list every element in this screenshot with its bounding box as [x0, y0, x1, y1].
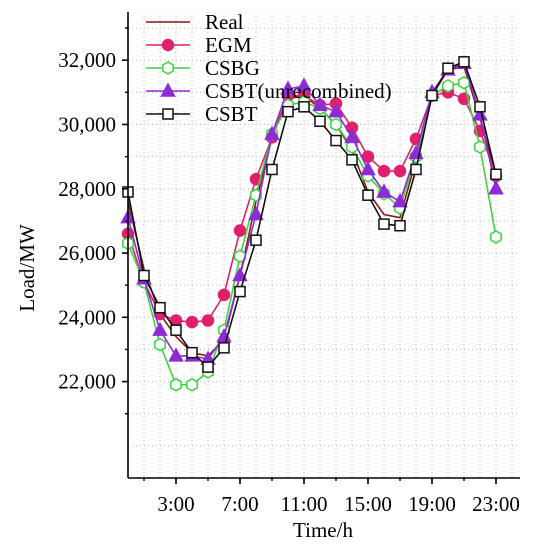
legend-entry-csbg: CSBG	[146, 56, 260, 80]
series-csbg	[122, 75, 502, 392]
legend-label-egm: EGM	[205, 33, 252, 57]
legend-label-csbg: CSBG	[205, 56, 260, 80]
data-point-csbt-unrecombined	[344, 128, 360, 144]
data-point-egm	[217, 288, 231, 302]
data-point-csbg	[170, 377, 182, 392]
data-point-csbg	[458, 75, 470, 90]
y-tick-label: 22,000	[58, 370, 116, 394]
data-point-csbt-unrecombined	[360, 160, 376, 176]
data-point-csbt-unrecombined	[392, 193, 408, 208]
data-point-egm	[393, 164, 407, 178]
data-point-csbg	[442, 79, 454, 93]
data-point-csbt-unrecombined	[264, 125, 280, 140]
legend-marker-csbt-unrecombined	[160, 82, 176, 97]
data-point-csbt	[330, 134, 342, 147]
data-point-csbt	[298, 101, 310, 113]
data-point-csbt	[362, 189, 374, 201]
data-point-csbt	[458, 56, 470, 68]
data-point-csbg	[186, 377, 198, 392]
data-point-csbt	[314, 115, 326, 128]
y-tick-label: 24,000	[58, 305, 116, 329]
legend-label-csbt-unrecombined: CSBT(unrecombined)	[205, 79, 392, 103]
x-tick-label: 15:00	[344, 492, 392, 516]
data-point-csbt-unrecombined	[472, 106, 488, 121]
x-tick-label: 19:00	[408, 492, 456, 516]
data-point-csbt	[138, 269, 150, 282]
data-point-csbt	[186, 346, 198, 359]
series-line-real	[127, 65, 497, 357]
chart-series-layer	[120, 54, 504, 392]
legend-marker-csbg	[162, 61, 174, 75]
data-point-csbt	[378, 218, 390, 230]
data-point-egm	[377, 164, 391, 178]
legend-entry-real: Real	[146, 10, 244, 34]
data-point-csbt-unrecombined	[168, 347, 184, 362]
data-point-csbt	[154, 301, 166, 314]
y-tick-label: 26,000	[58, 241, 116, 265]
data-point-csbt-unrecombined	[328, 103, 344, 118]
legend-marker-egm	[161, 38, 175, 52]
legend-entry-egm: EGM	[146, 33, 252, 57]
legend-label-csbt: CSBT	[205, 102, 258, 126]
data-point-csbt	[218, 342, 230, 354]
data-point-egm	[201, 314, 215, 327]
data-point-csbt	[474, 101, 486, 113]
legend-label-real: Real	[205, 10, 244, 34]
x-tick-label: 3:00	[157, 492, 194, 516]
x-tick-label: 11:00	[280, 492, 327, 516]
series-real	[127, 65, 497, 357]
x-axis-title: Time/h	[293, 518, 353, 542]
data-point-csbt	[266, 163, 278, 176]
legend-entry-csbt-unrecombined: CSBT(unrecombined)	[146, 79, 392, 103]
y-tick-label: 28,000	[58, 177, 116, 201]
data-point-csbg	[330, 117, 342, 132]
data-point-csbt	[250, 234, 262, 246]
data-point-csbt	[394, 219, 406, 232]
x-tick-label: 7:00	[221, 492, 258, 516]
y-tick-label: 32,000	[58, 48, 116, 72]
data-point-csbt	[426, 89, 438, 102]
data-point-csbt	[346, 154, 358, 166]
data-point-csbt-unrecombined	[152, 321, 168, 336]
legend-marker-csbt	[162, 108, 174, 120]
data-point-csbt-unrecombined	[488, 180, 504, 195]
data-point-csbt	[234, 285, 246, 298]
data-point-csbt-unrecombined	[296, 77, 312, 92]
data-point-csbt	[282, 105, 294, 118]
data-point-csbt-unrecombined	[280, 80, 296, 95]
data-point-csbg	[154, 337, 166, 352]
data-point-csbt	[170, 324, 182, 336]
data-point-egm	[185, 315, 199, 329]
series-line-egm	[127, 91, 497, 323]
data-point-csbt	[202, 361, 214, 373]
series-csbt	[122, 56, 502, 373]
series-line-csbt-unrecombined	[127, 62, 497, 360]
data-point-csbt-unrecombined	[248, 205, 264, 221]
data-point-csbt	[442, 62, 454, 74]
x-tick-label: 23:00	[472, 492, 520, 516]
data-point-csbt-unrecombined	[232, 266, 248, 282]
chart-tick-labels: 22,000 24,000 26,000 28,000 30,000 32,000 3:00…	[58, 48, 520, 516]
chart-axes	[122, 12, 520, 484]
data-point-csbt-unrecombined	[312, 96, 328, 111]
data-point-csbg	[474, 140, 486, 154]
data-point-csbg	[490, 230, 502, 244]
y-axis-title: Load/MW	[15, 224, 39, 312]
data-point-egm	[233, 224, 247, 237]
series-egm	[121, 86, 503, 329]
data-point-csbt-unrecombined	[376, 183, 392, 198]
data-point-csbt	[490, 168, 502, 181]
legend-entry-csbt: CSBT	[146, 102, 258, 126]
data-point-csbt	[410, 163, 422, 176]
y-tick-label: 30,000	[58, 112, 116, 136]
